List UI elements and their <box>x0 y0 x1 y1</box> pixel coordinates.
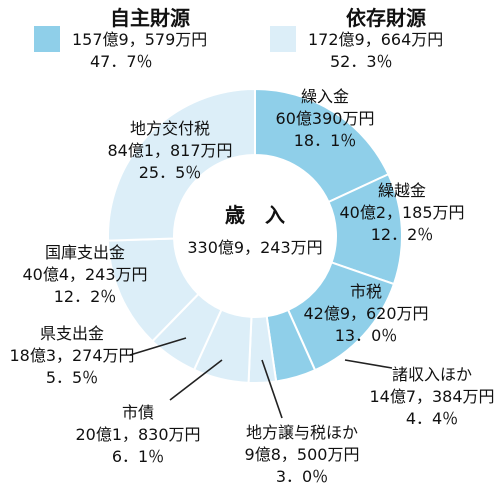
slice-label-name: 諸収入ほか <box>392 365 472 384</box>
slice-9 <box>107 87 256 242</box>
legend-amount-own: 157億9，579万円 <box>72 30 208 49</box>
center-label: 歳 入 <box>225 203 285 227</box>
slice-label-percent: 12．2％ <box>371 225 434 244</box>
slice-label-percent: 12．2％ <box>54 287 117 306</box>
slice-label-name: 市債 <box>122 403 154 422</box>
slice-label-amount: 40億4，243万円 <box>22 265 147 284</box>
slice-label-percent: 18．1％ <box>294 131 357 150</box>
leader-line-6 <box>169 359 223 401</box>
slice-label-percent: 4．4％ <box>406 409 458 428</box>
slice-label-percent: 3．0％ <box>276 467 328 486</box>
slice-label-amount: 60億390万円 <box>276 109 375 128</box>
slice-label-percent: 25．5％ <box>139 163 202 182</box>
leader-line-4 <box>344 359 393 369</box>
slice-label-name: 市税 <box>350 282 382 301</box>
legend-title-own: 自主財源 <box>110 6 190 30</box>
legend-amount-dependent: 172億9，664万円 <box>308 30 444 49</box>
slice-label-amount: 42億9，620万円 <box>303 304 428 323</box>
legend-title-dependent: 依存財源 <box>346 6 426 30</box>
slice-label-amount: 20億1，830万円 <box>75 425 200 444</box>
slice-label-name: 国庫支出金 <box>45 243 125 262</box>
slice-label-amount: 84億1，817万円 <box>107 141 232 160</box>
legend-swatch-dependent <box>270 26 296 52</box>
slice-label-amount: 14億7，384万円 <box>369 387 494 406</box>
slice-label-amount: 9億8，500万円 <box>245 445 360 464</box>
leader-line-5 <box>261 359 283 419</box>
slice-label-percent: 6．1％ <box>112 447 164 466</box>
center-total: 330億9，243万円 <box>187 238 322 257</box>
slice-label-name: 地方交付税 <box>130 119 210 138</box>
slice-label-name: 県支出金 <box>40 324 104 343</box>
slice-label-percent: 5．5％ <box>46 368 98 387</box>
slice-label-name: 繰越金 <box>378 181 426 200</box>
slice-label-name: 繰入金 <box>301 87 349 106</box>
leader-line-7 <box>129 337 187 356</box>
slice-label-percent: 13．0％ <box>335 326 398 345</box>
slice-label-amount: 18億3，274万円 <box>9 346 134 365</box>
legend-percent-own: 47．7％ <box>90 52 153 71</box>
slice-label-amount: 40億2，185万円 <box>339 203 464 222</box>
slice-label-name: 地方譲与税ほか <box>246 423 358 442</box>
legend-percent-dependent: 52．3％ <box>330 52 393 71</box>
legend-swatch-own <box>34 26 60 52</box>
